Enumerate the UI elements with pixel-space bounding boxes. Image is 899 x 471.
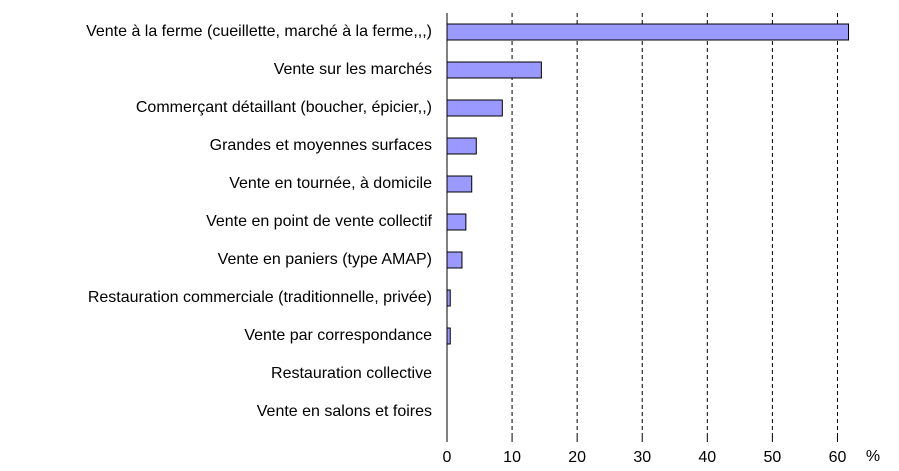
y-tick-label: Vente à la ferme (cueillette, marché à l… — [86, 23, 432, 40]
bar — [446, 61, 542, 79]
y-tick-label: Restauration commerciale (traditionnelle… — [88, 289, 432, 306]
x-tick-label: 30 — [633, 449, 651, 466]
y-tick-label: Vente en tournée, à domicile — [229, 175, 432, 192]
x-tick-label: 0 — [443, 449, 452, 466]
y-tick-label: Commerçant détaillant (boucher, épicier,… — [136, 99, 432, 116]
x-tick-label: 20 — [568, 449, 586, 466]
bar — [446, 137, 477, 155]
x-tick-label: 50 — [763, 449, 781, 466]
bar — [446, 23, 850, 41]
y-tick-label: Vente en salons et foires — [257, 403, 432, 420]
x-tick-label: 10 — [503, 449, 521, 466]
bar — [446, 289, 451, 307]
bar — [446, 99, 503, 117]
bar — [446, 251, 463, 269]
bar — [446, 213, 467, 231]
x-tick-label: 40 — [698, 449, 716, 466]
y-tick-label: Grandes et moyennes surfaces — [210, 137, 432, 154]
y-tick-label: Restauration collective — [271, 365, 432, 382]
y-tick-label: Vente en paniers (type AMAP) — [218, 251, 432, 268]
y-tick-label: Vente en point de vente collectif — [206, 213, 432, 230]
bar — [446, 175, 473, 193]
bar — [446, 327, 451, 345]
x-axis-label: % — [866, 448, 880, 465]
y-tick-label: Vente sur les marchés — [274, 61, 432, 78]
y-tick-label: Vente par correspondance — [244, 327, 432, 344]
x-tick-label: 60 — [829, 449, 847, 466]
